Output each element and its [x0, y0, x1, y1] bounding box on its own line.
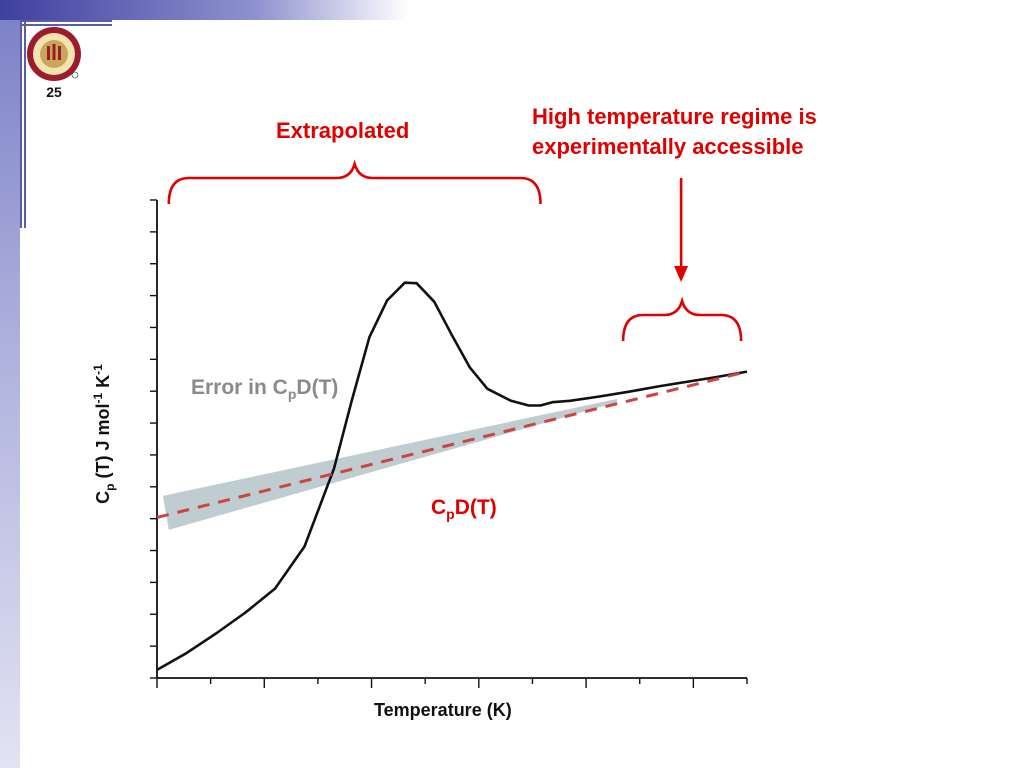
- high-temperature-label: High temperature regime is experimentall…: [532, 102, 817, 162]
- high-temperature-bracket: [621, 296, 743, 342]
- cpd-label-suffix: D(T): [454, 496, 497, 519]
- ylabel-mid: (T) J mol: [93, 403, 114, 484]
- x-axis-label: Temperature (K): [374, 700, 512, 720]
- slide-top-band: [0, 0, 1024, 20]
- high-temperature-label-line2: experimentally accessible: [532, 134, 804, 159]
- cpd-dashed-fit-line: [156, 370, 748, 519]
- frame-line-left-inner: [24, 20, 26, 228]
- ylabel-sup1: -1: [91, 392, 106, 404]
- ylabel-c: C: [93, 490, 114, 504]
- cpd-label-subscript: p: [446, 506, 455, 523]
- heat-capacity-curve: [156, 281, 748, 672]
- frame-line-left-outer: [20, 20, 22, 228]
- error-label-prefix: Error in C: [191, 376, 288, 399]
- down-arrow-head: [674, 266, 689, 282]
- cpd-curve-label: CpD(T): [431, 496, 497, 522]
- error-label-subscript: p: [287, 386, 297, 403]
- error-band-label: Error in CpD(T): [191, 376, 338, 402]
- frame-line-top-inner: [20, 24, 112, 26]
- high-temperature-label-line1: High temperature regime is: [532, 104, 817, 129]
- slide-left-band: [0, 0, 20, 768]
- ylabel-k: K: [93, 374, 114, 393]
- extrapolated-label: Extrapolated: [276, 118, 410, 143]
- error-label-suffix: D(T): [296, 376, 339, 399]
- y-axis-label: Cp (T) J mol-1 K-1: [91, 364, 117, 504]
- university-seal-logo: [27, 27, 81, 81]
- extrapolated-bracket: [167, 159, 542, 205]
- error-band: [162, 398, 618, 530]
- cpd-label-main: C: [431, 496, 447, 519]
- frame-line-top-outer: [20, 20, 112, 22]
- slide-number: 25: [46, 84, 62, 100]
- ylabel-sup2: -1: [91, 364, 106, 375]
- ylabel-sub: p: [102, 483, 117, 491]
